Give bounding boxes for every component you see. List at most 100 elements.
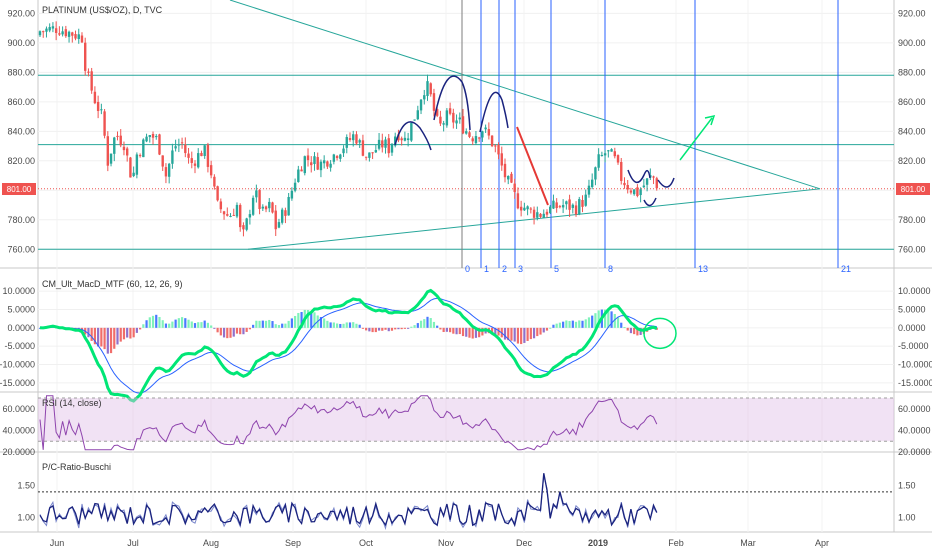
pcr-pane[interactable] xyxy=(38,473,894,531)
macd-histogram-bar xyxy=(526,327,529,341)
candle-body xyxy=(45,28,48,32)
candle-body xyxy=(597,154,600,168)
macd-histogram-bar xyxy=(187,319,190,328)
macd-histogram-bar xyxy=(513,327,516,342)
macd-histogram-bar xyxy=(164,323,168,328)
price-tick-label-left: 920.00 xyxy=(7,8,35,18)
macd-tick-label-right: -10.0000 xyxy=(898,360,932,370)
macd-histogram-bar xyxy=(87,327,90,338)
candle-body xyxy=(106,136,110,166)
candle-body xyxy=(545,211,549,215)
macd-histogram-bar xyxy=(374,327,377,333)
candle-body xyxy=(565,201,568,205)
candle-body xyxy=(477,137,481,139)
macd-histogram-bar xyxy=(335,323,339,328)
candle-body xyxy=(578,199,581,215)
macd-histogram-bar xyxy=(626,327,629,331)
macd-histogram-bar xyxy=(578,320,581,328)
macd-histogram-bar xyxy=(210,325,213,328)
macd-tick-label-right: -15.0000 xyxy=(898,378,932,388)
candle-body xyxy=(481,131,484,138)
macd-histogram-bar xyxy=(252,324,255,328)
candle-body xyxy=(293,182,297,191)
candle-body xyxy=(387,138,390,154)
candle-body xyxy=(361,140,365,156)
macd-histogram-bar xyxy=(342,323,345,328)
candle-body xyxy=(119,135,122,146)
candle-body xyxy=(316,157,319,170)
candle-body xyxy=(326,161,329,167)
candle-body xyxy=(610,149,613,152)
candle-body xyxy=(607,150,610,152)
rsi-tick-label-left: 20.0000 xyxy=(2,447,35,457)
candle-body xyxy=(558,206,562,208)
candle-body xyxy=(620,162,623,181)
fib-time-label: 5 xyxy=(554,264,559,274)
rsi-tick-label-left: 60.0000 xyxy=(2,404,35,414)
candle-body xyxy=(54,28,58,34)
candle-body xyxy=(67,31,71,37)
candle-body xyxy=(519,206,523,211)
candle-body xyxy=(532,209,536,218)
x-axis: Jun Jul Aug Sep Oct Nov Dec 2019 Feb Mar Apr xyxy=(50,538,829,548)
macd-histogram-bar xyxy=(458,327,461,335)
macd-histogram-bar xyxy=(636,327,639,336)
rsi-tick-label-right: 60.0000 xyxy=(898,404,931,414)
candle-body xyxy=(655,178,658,189)
candle-body xyxy=(103,111,106,136)
macd-histogram-bar xyxy=(103,327,106,350)
price-tick-label-right: 880.00 xyxy=(898,67,926,77)
macd-histogram-bar xyxy=(587,317,591,328)
candle-body xyxy=(158,134,161,155)
macd-histogram-bar xyxy=(520,327,523,345)
candle-body xyxy=(419,99,423,111)
candle-body xyxy=(471,138,474,142)
macd-histogram-bar xyxy=(407,327,410,329)
fib-time-label: 8 xyxy=(608,264,613,274)
macd-histogram-bar xyxy=(109,327,113,354)
candle-body xyxy=(342,148,345,154)
candle-body xyxy=(87,71,90,73)
macd-histogram-bar xyxy=(604,309,607,328)
candle-body xyxy=(313,156,316,165)
macd-histogram-bar xyxy=(203,320,206,328)
macd-histogram-bar xyxy=(390,327,394,331)
candle-body xyxy=(406,138,410,141)
macd-histogram-bar xyxy=(168,323,171,328)
candle-body xyxy=(461,116,465,134)
fib-time-label: 13 xyxy=(698,264,708,274)
price-tag-left-text: 801.00 xyxy=(7,185,32,194)
macd-histogram-bar xyxy=(616,317,620,328)
candle-body xyxy=(455,120,458,124)
candle-body xyxy=(90,71,93,91)
price-pane[interactable]: 0 1 2 3 5 8 13 21 xyxy=(38,0,894,274)
date-tick-label: Dec xyxy=(516,538,533,548)
macd-histogram-bar xyxy=(494,327,497,335)
macd-tick-label-right: -5.0000 xyxy=(898,341,929,351)
date-tick-label: Feb xyxy=(668,538,684,548)
candle-body xyxy=(303,156,306,174)
candle-body xyxy=(142,139,145,158)
macd-pane[interactable] xyxy=(38,288,677,403)
candle-body xyxy=(245,218,248,230)
macd-histogram-bar xyxy=(478,327,481,338)
macd-histogram-bar xyxy=(497,327,500,336)
candle-body xyxy=(38,31,42,36)
candle-body xyxy=(216,186,219,201)
candle-body xyxy=(264,206,268,210)
candle-body xyxy=(280,209,284,223)
candle-body xyxy=(48,27,51,31)
price-tick-label-right: 780.00 xyxy=(898,215,926,225)
candle-body xyxy=(74,34,77,39)
candle-body xyxy=(358,140,361,143)
fib-time-label: 21 xyxy=(841,264,851,274)
macd-histogram-bar xyxy=(319,317,323,328)
rsi-pane[interactable] xyxy=(38,395,894,451)
macd-highlight-circle xyxy=(643,317,677,350)
candle-body xyxy=(219,201,223,210)
candle-body xyxy=(474,136,478,144)
price-tick-label-left: 900.00 xyxy=(7,38,35,48)
candle-body xyxy=(568,199,571,210)
drawing-green-arrowhead xyxy=(704,114,716,126)
